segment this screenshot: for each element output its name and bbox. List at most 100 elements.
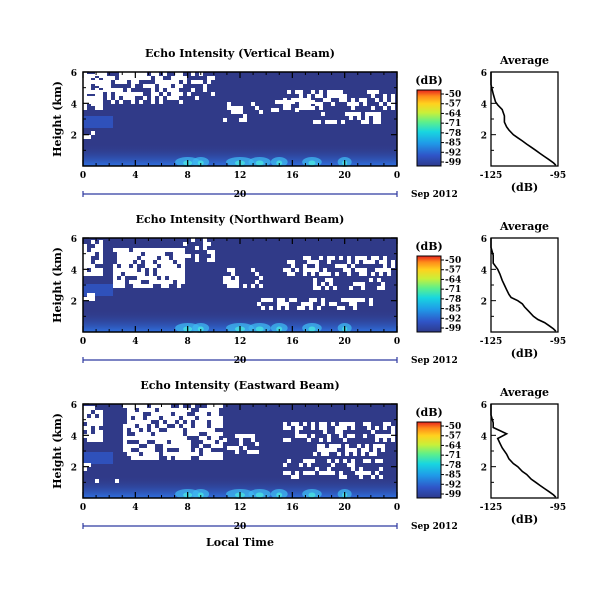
profile-x-label: (dB) (511, 181, 538, 194)
no-data-cell (377, 286, 381, 290)
no-data-cell (149, 276, 153, 280)
no-data-cell (87, 76, 91, 80)
no-data-cell (327, 256, 331, 260)
no-data-cell (215, 408, 219, 412)
no-data-cell (387, 434, 391, 438)
no-data-cell (133, 280, 137, 284)
no-data-cell (123, 448, 127, 452)
no-data-cell (141, 256, 145, 260)
no-data-cell (121, 264, 125, 268)
no-data-cell (219, 440, 223, 444)
no-data-cell (191, 72, 195, 76)
no-data-cell (191, 88, 195, 92)
no-data-cell (135, 432, 139, 436)
no-data-cell (135, 412, 139, 416)
no-data-cell (277, 306, 281, 310)
y-axis-label: Height (km) (51, 81, 64, 157)
no-data-cell (369, 302, 373, 306)
no-data-cell (125, 256, 129, 260)
no-data-cell (243, 446, 247, 450)
no-data-cell (173, 248, 177, 252)
no-data-cell (149, 284, 153, 288)
profile-y-tick-label: 6 (481, 235, 487, 245)
no-data-cell (367, 471, 371, 475)
no-data-cell (175, 408, 179, 412)
no-data-cell (151, 412, 155, 416)
no-data-cell (203, 420, 207, 424)
no-data-cell (171, 76, 175, 80)
no-data-cell (383, 268, 387, 272)
no-data-cell (83, 264, 87, 268)
no-data-cell (151, 424, 155, 428)
colorbar-tick-label: -64 (445, 109, 461, 119)
no-data-cell (383, 260, 387, 264)
no-data-cell (181, 256, 185, 260)
no-data-cell (91, 272, 95, 276)
no-data-cell (315, 467, 319, 471)
no-data-cell (119, 88, 123, 92)
no-data-cell (163, 80, 167, 84)
no-data-cell (243, 114, 247, 118)
no-data-cell (167, 444, 171, 448)
no-data-cell (161, 272, 165, 276)
y-tick-label: 4 (71, 100, 77, 110)
no-data-cell (203, 238, 207, 242)
no-data-cell (179, 456, 183, 460)
no-data-cell (199, 444, 203, 448)
no-data-cell (211, 436, 215, 440)
no-data-cell (371, 430, 375, 434)
no-data-cell (157, 252, 161, 256)
no-data-cell (115, 88, 119, 92)
no-data-cell (283, 463, 287, 467)
no-data-cell (139, 404, 143, 408)
no-data-cell (103, 76, 107, 80)
no-data-cell (83, 467, 87, 471)
no-data-cell (171, 432, 175, 436)
no-data-cell (345, 452, 349, 456)
no-data-cell (351, 459, 355, 463)
no-data-cell (139, 92, 143, 96)
no-data-cell (307, 106, 311, 110)
no-data-cell (87, 430, 91, 434)
no-data-cell (207, 242, 211, 246)
no-data-cell (303, 459, 307, 463)
no-data-cell (345, 298, 349, 302)
no-data-cell (215, 412, 219, 416)
no-data-cell (175, 440, 179, 444)
no-data-cell (147, 436, 151, 440)
no-data-cell (203, 412, 207, 416)
x-axis-label: Local Time (206, 536, 274, 549)
no-data-cell (179, 408, 183, 412)
no-data-cell (159, 88, 163, 92)
no-data-cell (235, 280, 239, 284)
no-data-cell (87, 256, 91, 260)
no-data-cell (347, 102, 351, 106)
no-data-cell (317, 306, 321, 310)
no-data-cell (387, 102, 391, 106)
no-data-cell (145, 284, 149, 288)
no-data-cell (333, 444, 337, 448)
no-data-cell (363, 459, 367, 463)
no-data-cell (377, 444, 381, 448)
no-data-cell (335, 264, 339, 268)
no-data-cell (161, 260, 165, 264)
no-data-cell (359, 467, 363, 471)
no-data-cell (99, 418, 103, 422)
no-data-cell (391, 260, 395, 264)
no-data-cell (127, 416, 131, 420)
no-data-cell (215, 456, 219, 460)
no-data-cell (319, 422, 323, 426)
no-data-cell (211, 258, 215, 262)
no-data-cell (347, 272, 351, 276)
no-data-cell (207, 452, 211, 456)
no-data-cell (165, 272, 169, 276)
no-data-cell (379, 272, 383, 276)
no-data-cell (375, 256, 379, 260)
no-data-cell (169, 268, 173, 272)
no-data-cell (159, 432, 163, 436)
no-data-cell (357, 282, 361, 286)
no-data-cell (91, 131, 95, 135)
no-data-cell (361, 448, 365, 452)
no-data-cell (127, 412, 131, 416)
